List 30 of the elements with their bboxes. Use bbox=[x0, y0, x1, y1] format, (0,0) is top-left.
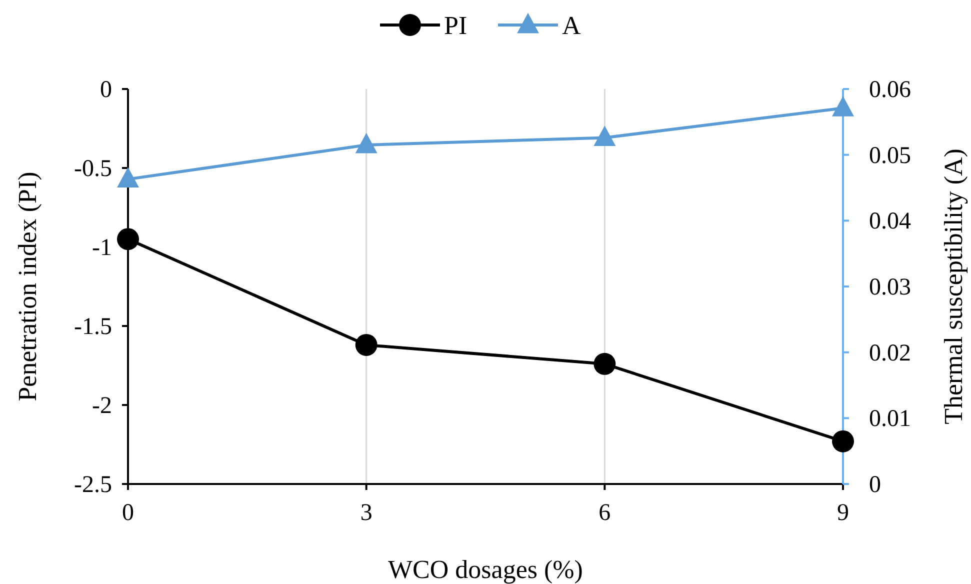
y-tick-label: -2.5 bbox=[74, 472, 112, 498]
x-tick-label: 9 bbox=[837, 500, 849, 526]
y2-tick-label: 0.01 bbox=[869, 406, 911, 432]
y2-tick-label: 0.02 bbox=[869, 340, 911, 366]
x-tick-label: 3 bbox=[360, 500, 372, 526]
point bbox=[594, 126, 616, 146]
point bbox=[594, 352, 616, 375]
point bbox=[355, 334, 378, 356]
y2-tick-label: 0.03 bbox=[869, 274, 911, 300]
legend-label: A bbox=[562, 11, 581, 40]
point bbox=[117, 228, 139, 250]
y2-tick-label: 0 bbox=[869, 472, 881, 498]
y-tick-label: -0.5 bbox=[74, 156, 112, 182]
y-tick-label: -2 bbox=[92, 393, 112, 419]
point bbox=[832, 96, 854, 116]
y2-tick-label: 0.06 bbox=[869, 77, 911, 103]
x-axis-title: WCO dosages (%) bbox=[388, 555, 583, 584]
y-tick-label: -1 bbox=[92, 235, 112, 261]
y-tick-label: 0 bbox=[100, 77, 112, 103]
y-tick-label: -1.5 bbox=[74, 314, 112, 340]
y2-tick-label: 0.05 bbox=[869, 142, 911, 169]
y-axis-title: Penetration index (PI) bbox=[13, 172, 42, 402]
point bbox=[355, 132, 378, 154]
y2-tick-label: 0.04 bbox=[869, 208, 911, 235]
y2-axis-title: Thermal susceptibility (A) bbox=[939, 148, 968, 424]
point bbox=[117, 167, 139, 188]
legend-label: PI bbox=[444, 11, 468, 40]
x-tick-label: 6 bbox=[598, 500, 611, 526]
point bbox=[832, 430, 854, 452]
x-tick-label: 0 bbox=[122, 500, 134, 526]
